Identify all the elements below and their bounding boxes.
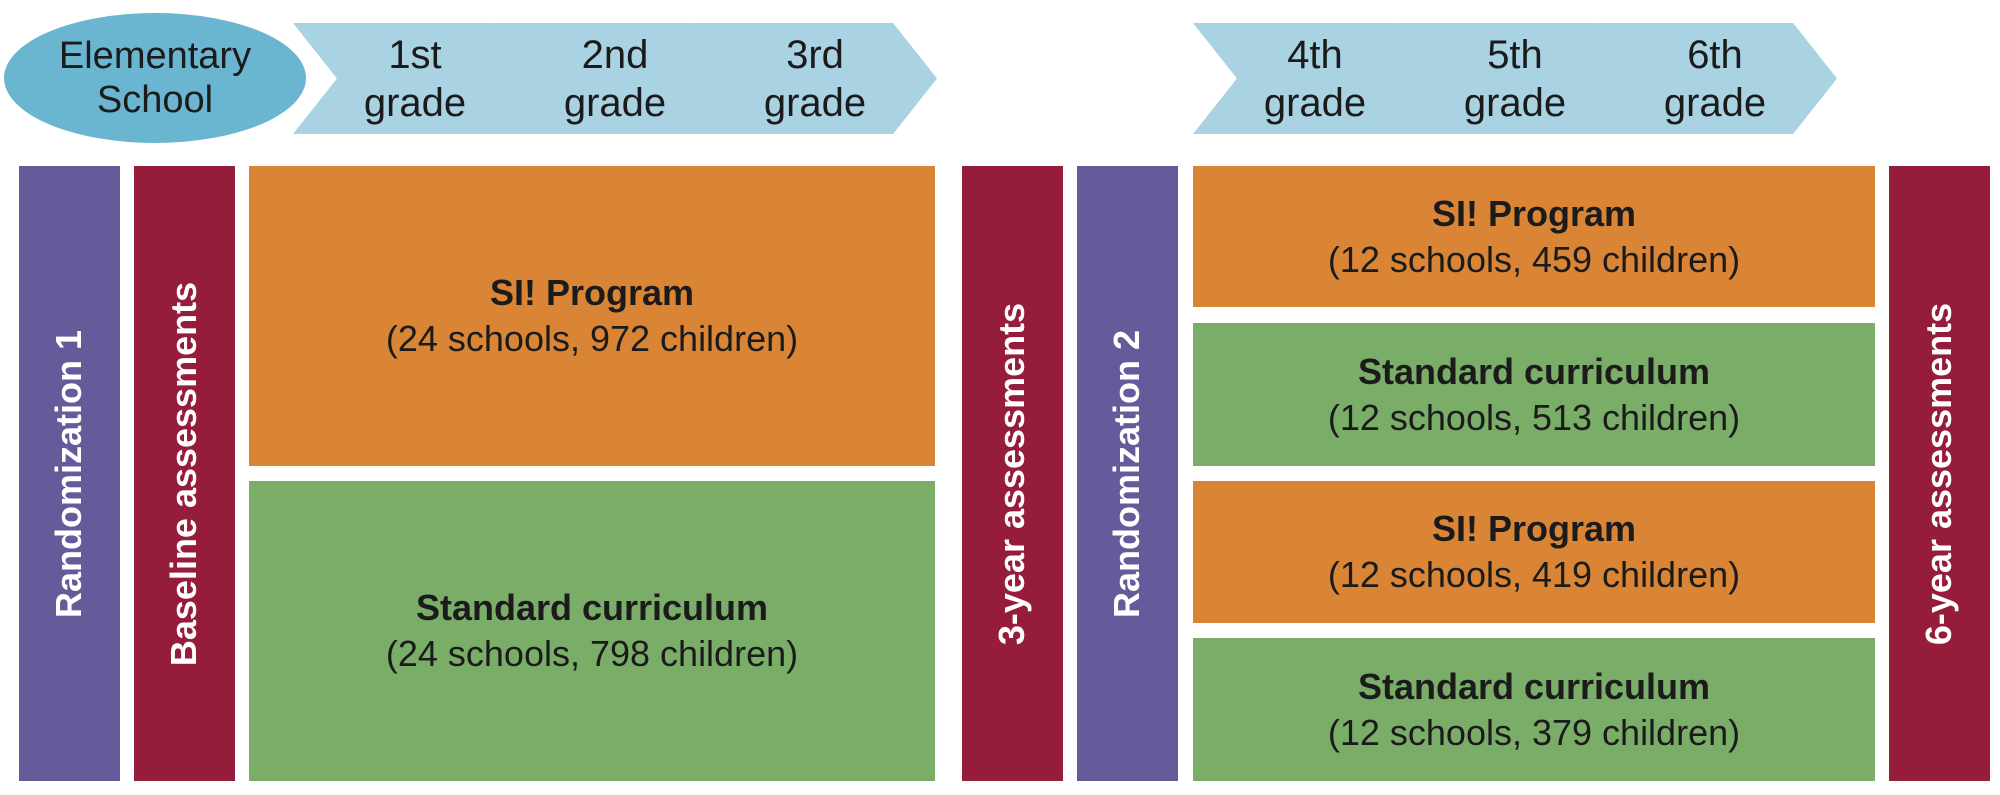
grade-label: grade: [763, 80, 867, 125]
grade-3-chevron: 3rd grade: [693, 23, 937, 134]
elementary-school-label: Elementary School: [4, 13, 306, 143]
box-title: SI! Program: [489, 272, 695, 313]
grade-label: grade: [1663, 80, 1767, 125]
randomization-2-bar: Randomization 2: [1077, 166, 1178, 781]
phase2-standard-curriculum-box-1: Standard curriculum (12 schools, 513 chi…: [1193, 323, 1875, 466]
box-detail: (12 schools, 419 children): [1327, 554, 1741, 595]
grade-label: grade: [1263, 80, 1367, 125]
phase2-si-program-box-2: SI! Program (12 schools, 419 children): [1193, 481, 1875, 623]
grade-4-chevron: 4th grade: [1193, 23, 1437, 134]
randomization-1-label: Randomization 1: [48, 329, 90, 618]
six-year-assessments-bar: 6-year assessments: [1889, 166, 1990, 781]
baseline-assessments-bar: Baseline assessments: [134, 166, 235, 781]
phase1-standard-curriculum-box: Standard curriculum (24 schools, 798 chi…: [249, 481, 935, 781]
six-year-assessments-label: 6-year assessments: [1918, 302, 1960, 645]
box-title: SI! Program: [1431, 192, 1637, 234]
box-detail: (24 schools, 798 children): [385, 633, 799, 674]
school-line-2: School: [96, 79, 214, 121]
grade-label: grade: [1463, 80, 1567, 125]
three-year-assessments-bar: 3-year assessments: [962, 166, 1063, 781]
randomization-1-bar: Randomization 1: [19, 166, 120, 781]
grade-ordinal: 1st: [388, 32, 442, 77]
phase2-si-program-box-1: SI! Program (12 schools, 459 children): [1193, 166, 1875, 307]
grade-ordinal: 5th: [1487, 32, 1543, 77]
grade-ordinal: 6th: [1687, 32, 1743, 77]
baseline-assessments-label: Baseline assessments: [163, 281, 205, 666]
box-title: Standard curriculum: [415, 587, 769, 628]
phase2-standard-curriculum-box-2: Standard curriculum (12 schools, 379 chi…: [1193, 638, 1875, 781]
grade-label: grade: [363, 80, 467, 125]
grade-5-chevron: 5th grade: [1393, 23, 1637, 134]
grade-label: grade: [563, 80, 667, 125]
box-title: Standard curriculum: [1357, 350, 1711, 392]
grade-1-chevron: 1st grade: [293, 23, 537, 134]
box-detail: (12 schools, 379 children): [1327, 711, 1741, 753]
phase1-si-program-box: SI! Program (24 schools, 972 children): [249, 166, 935, 466]
grade-ordinal: 4th: [1287, 32, 1343, 77]
three-year-assessments-label: 3-year assessments: [991, 302, 1033, 645]
box-title: Standard curriculum: [1357, 665, 1711, 707]
box-detail: (12 schools, 513 children): [1327, 396, 1741, 438]
grade-ordinal: 2nd: [581, 32, 649, 77]
grade-ordinal: 3rd: [786, 32, 844, 77]
randomization-2-label: Randomization 2: [1106, 329, 1148, 618]
box-detail: (24 schools, 972 children): [385, 318, 799, 359]
school-line-1: Elementary: [58, 35, 252, 77]
box-detail: (12 schools, 459 children): [1327, 238, 1741, 280]
box-title: SI! Program: [1431, 508, 1637, 549]
